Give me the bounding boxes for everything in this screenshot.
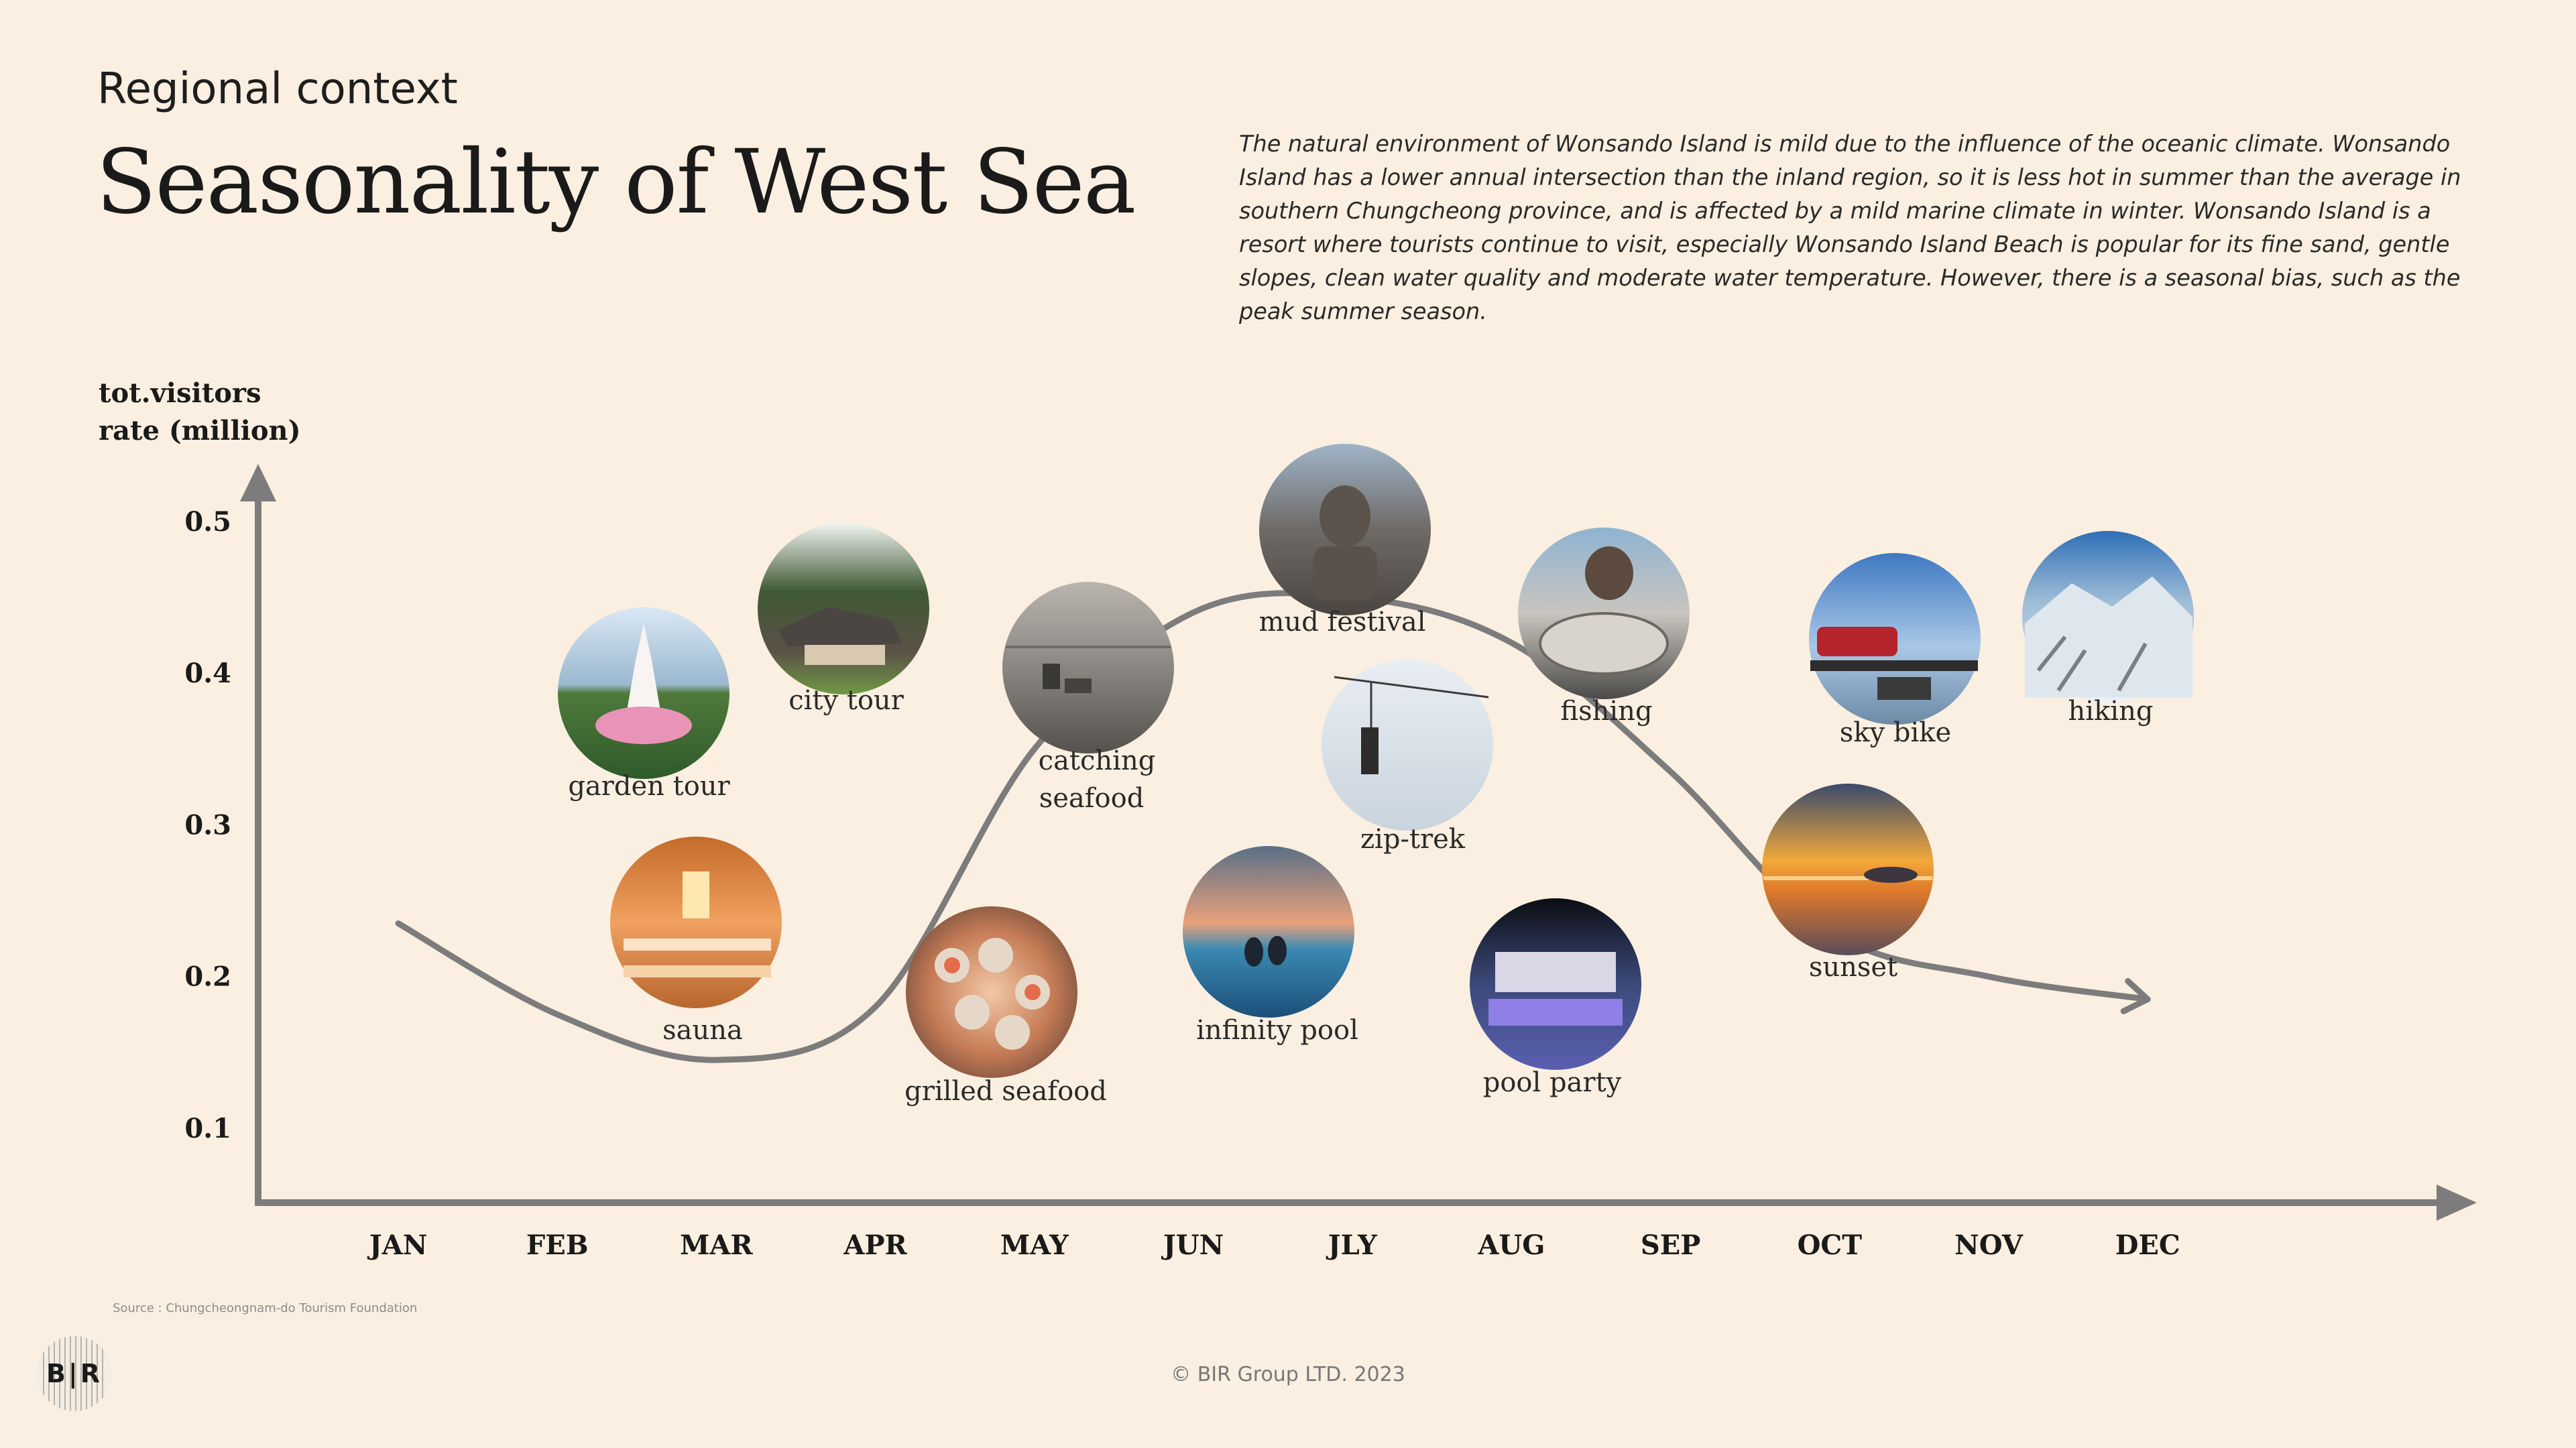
activity-mud-festival	[1259, 444, 1431, 615]
rail-bike-body	[1817, 627, 1897, 656]
y-tick-labels: 0.5 0.4 0.3 0.2 0.1	[184, 506, 231, 1144]
mud-person-body	[1313, 546, 1377, 600]
x-tick-aug: AUG	[1477, 1229, 1545, 1261]
shell-2	[978, 938, 1013, 973]
shellfish-meat-2	[1024, 984, 1041, 1000]
x-tick-oct: OCT	[1798, 1229, 1863, 1261]
x-tick-mar: MAR	[680, 1229, 753, 1261]
label-city-tour: city tour	[788, 685, 904, 716]
shellfish-meat-1	[944, 957, 960, 973]
activity-catching-seafood	[1002, 582, 1174, 753]
zip-line-icon	[1322, 659, 1493, 831]
sea-sunset-icon	[1762, 784, 1934, 955]
frosted-branches	[2036, 636, 2148, 692]
island-silhouette	[1864, 867, 1918, 883]
caught-fish	[1539, 612, 1669, 675]
x-axis	[255, 1185, 2477, 1221]
monument-shape	[627, 623, 660, 711]
sauna-light	[683, 871, 709, 918]
label-infinity-pool: infinity pool	[1196, 1015, 1358, 1046]
copyright-text: © BIR Group LTD. 2023	[1171, 1363, 1405, 1386]
activity-city-tour	[758, 523, 929, 695]
x-tick-feb: FEB	[526, 1229, 589, 1261]
house-wall	[805, 645, 885, 665]
label-pool-party: pool party	[1483, 1067, 1622, 1098]
mountain-ridge	[2025, 577, 2192, 697]
hotel-building	[1495, 952, 1616, 992]
x-tick-labels: JAN FEB MAR APR MAY JUN JLY AUG SEP OCT NOV DEC	[367, 1229, 2180, 1261]
activity-infinity-pool	[1183, 846, 1354, 1018]
y-tick-0-1: 0.1	[184, 1113, 231, 1144]
source-note: Source : Chungcheongnam-do Tourism Found…	[113, 1301, 418, 1315]
x-tick-sep: SEP	[1641, 1229, 1700, 1261]
activity-hiking	[2022, 531, 2194, 703]
y-axis-title-line1: tot.visitors	[99, 377, 261, 409]
x-axis-arrowhead	[2437, 1185, 2477, 1221]
activity-sauna	[610, 837, 782, 1008]
lotus-petals	[595, 707, 692, 744]
activity-pool-party	[1470, 898, 1641, 1070]
x-tick-jan: JAN	[367, 1229, 428, 1261]
activity-labels: garden tour city tour sauna catching sea…	[568, 607, 2153, 1107]
label-grilled-seafood: grilled seafood	[904, 1076, 1107, 1107]
sauna-bench-1	[624, 939, 771, 951]
y-tick-0-3: 0.3	[184, 809, 231, 841]
x-tick-jly: JLY	[1326, 1229, 1377, 1261]
bir-logo: B|R	[37, 1336, 112, 1411]
shell-4	[955, 995, 990, 1030]
x-tick-jun: JUN	[1161, 1229, 1224, 1261]
swimmer-1	[1244, 937, 1263, 967]
label-zip-trek: zip-trek	[1360, 824, 1466, 855]
label-fishing: fishing	[1560, 696, 1652, 727]
rail-sign	[1877, 677, 1931, 700]
series-line-arrowhead	[2120, 978, 2151, 1014]
x-tick-dec: DEC	[2115, 1229, 2180, 1261]
pool-lights	[1488, 999, 1623, 1026]
infinity-pool-icon	[1183, 846, 1354, 1018]
activity-sunset	[1762, 784, 1934, 955]
y-axis-arrowhead	[240, 464, 276, 501]
description-paragraph: The natural environment of Wonsando Isla…	[1239, 131, 2461, 324]
swimmer-2	[1268, 936, 1287, 965]
x-tick-may: MAY	[1000, 1229, 1069, 1261]
page-kicker: Regional context	[97, 64, 458, 114]
label-garden-tour: garden tour	[568, 771, 730, 802]
logo-text: B|R	[46, 1359, 103, 1388]
roof-shape	[778, 607, 902, 647]
activity-sky-bike	[1809, 553, 1981, 725]
label-hiking: hiking	[2068, 696, 2154, 727]
sauna-bench-2	[624, 965, 771, 977]
label-catching-seafood-line2: seafood	[1039, 783, 1145, 814]
y-tick-0-4: 0.4	[184, 658, 231, 689]
shell-5	[995, 1015, 1030, 1050]
basket	[1065, 678, 1092, 693]
activity-grilled-seafood	[906, 906, 1077, 1078]
y-tick-0-2: 0.2	[184, 961, 231, 993]
wooden-sauna-icon	[610, 837, 782, 1008]
grilled-shellfish-icon	[906, 906, 1077, 1078]
zip-rider	[1361, 727, 1379, 774]
zip-cable	[1334, 676, 1489, 699]
activity-garden-tour	[558, 607, 729, 779]
mudflat-worker-icon	[1002, 582, 1174, 753]
label-sauna: sauna	[662, 1015, 743, 1046]
label-sky-bike: sky bike	[1840, 717, 1951, 748]
rail-track	[1810, 660, 1978, 671]
label-sunset: sunset	[1809, 952, 1897, 983]
y-axis	[240, 464, 276, 1203]
y-tick-0-5: 0.5	[184, 506, 231, 538]
fisherman-head	[1585, 546, 1633, 600]
label-catching-seafood-line1: catching	[1039, 745, 1156, 776]
x-tick-nov: NOV	[1954, 1229, 2024, 1261]
activity-fishing	[1518, 528, 1690, 699]
x-tick-apr: APR	[843, 1229, 907, 1261]
page-title: Seasonality of West Sea	[96, 131, 1136, 234]
traditional-house-icon	[758, 523, 929, 695]
mud-person-head	[1320, 485, 1370, 547]
activity-zip-trek	[1322, 659, 1493, 831]
worker-figure	[1043, 664, 1060, 689]
y-axis-title-line2: rate (million)	[99, 415, 301, 446]
label-mud-festival: mud festival	[1258, 607, 1425, 638]
